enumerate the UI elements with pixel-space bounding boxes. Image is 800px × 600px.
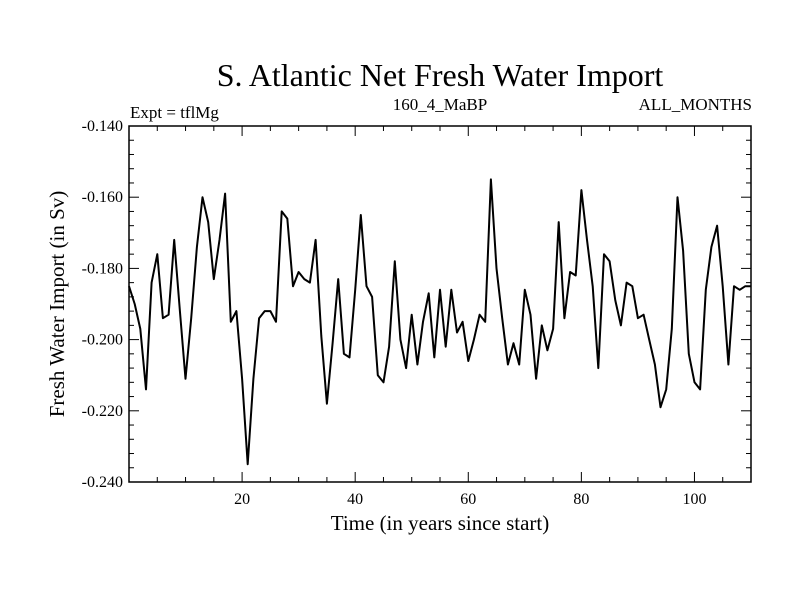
y-tick-label: -0.240 bbox=[82, 474, 123, 491]
plot-frame bbox=[128, 125, 752, 483]
y-axis-label: Fresh Water Import (in Sv) bbox=[45, 191, 69, 418]
y-tick-label: -0.180 bbox=[82, 260, 123, 277]
axis-tick-labels: 20 40 60 80 100 -0.240 -0.220 -0.200 -0.180 -0.16… bbox=[82, 118, 707, 508]
chart-title: S. Atlantic Net Fresh Water Import bbox=[217, 57, 664, 93]
x-tick-label: 20 bbox=[234, 491, 250, 508]
y-tick-label: -0.160 bbox=[82, 189, 123, 206]
x-tick-label: 100 bbox=[682, 491, 706, 508]
experiment-label: Expt = tflMg bbox=[130, 103, 219, 122]
x-tick-label: 40 bbox=[347, 491, 363, 508]
x-tick-label: 80 bbox=[573, 491, 589, 508]
months-label: ALL_MONTHS bbox=[639, 95, 752, 114]
run-label: 160_4_MaBP bbox=[393, 95, 487, 114]
x-tick-label: 60 bbox=[460, 491, 476, 508]
axis-ticks bbox=[129, 125, 751, 483]
series-line-fresh-water-import bbox=[128, 178, 751, 466]
y-tick-label: -0.200 bbox=[82, 332, 123, 349]
x-axis-label: Time (in years since start) bbox=[331, 511, 550, 535]
y-tick-label: -0.140 bbox=[82, 118, 123, 135]
y-tick-label: -0.220 bbox=[82, 403, 123, 420]
